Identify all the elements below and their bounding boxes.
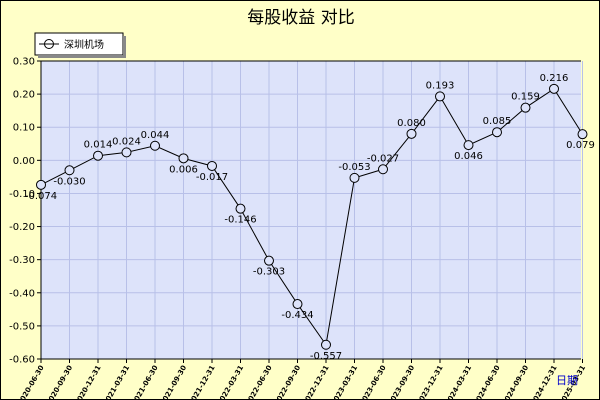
x-tick-label: 2024-06-30: [472, 364, 501, 399]
y-tick-label: -0.40: [9, 288, 35, 299]
x-tick-label: 2021-06-30: [130, 364, 159, 399]
data-label: 0.079: [566, 140, 595, 151]
x-tick-label: 2022-06-30: [244, 364, 273, 399]
data-point: [321, 339, 331, 350]
y-tick-label: 0.10: [13, 123, 35, 134]
data-point: [292, 299, 303, 310]
legend-marker: [44, 39, 54, 49]
x-tick-label: 2022-03-31: [216, 364, 245, 399]
x-tick-label: 2022-09-30: [273, 364, 302, 399]
legend: 深圳机场: [34, 32, 126, 58]
x-tick-label: 2023-12-31: [415, 364, 444, 399]
data-point: [435, 91, 445, 102]
data-point: [349, 172, 360, 183]
x-tick-label: 2022-12-31: [301, 364, 330, 399]
y-tick-label: -0.60: [9, 355, 35, 366]
x-tick-label: 2024-03-31: [444, 364, 473, 399]
data-point: [492, 127, 502, 138]
y-tick-label: -0.10: [9, 189, 35, 200]
data-label: 0.014: [84, 140, 113, 151]
data-label: 0.085: [483, 116, 512, 127]
y-tick-label: 0.30: [13, 57, 35, 68]
series-layer: [36, 83, 588, 350]
y-tick-label: -0.30: [9, 255, 35, 266]
data-point: [178, 153, 189, 164]
data-label: -0.557: [310, 351, 342, 362]
data-point: [406, 128, 417, 139]
legend-label: 深圳机场: [64, 38, 104, 51]
x-axis-label: 日期: [556, 374, 578, 387]
x-tick-label: 2023-06-30: [358, 364, 387, 399]
x-tick-label: 2024-09-30: [501, 364, 530, 399]
data-point: [93, 150, 103, 161]
legend-shadow-bottom: [38, 55, 126, 58]
data-point: [463, 140, 474, 151]
data-point: [235, 203, 246, 214]
y-tick-label: -0.50: [9, 321, 35, 332]
x-tick-label: 2020-12-31: [73, 364, 102, 399]
data-label: -0.027: [367, 153, 399, 164]
data-label: 0.216: [540, 73, 569, 84]
data-point: [64, 165, 75, 176]
data-label: -0.146: [224, 215, 256, 226]
data-label: 0.046: [454, 151, 483, 162]
x-tick-label: 2020-09-30: [45, 364, 74, 399]
data-point: [549, 83, 559, 94]
data-point: [121, 147, 132, 158]
data-label: 0.193: [426, 80, 455, 91]
data-point: [378, 164, 388, 175]
data-label: -0.053: [338, 162, 370, 173]
x-tick-label: 2021-03-31: [102, 364, 131, 399]
legend-shadow: [123, 36, 126, 58]
data-point: [264, 255, 274, 266]
data-point: [150, 140, 160, 151]
data-label: -0.074: [25, 191, 57, 202]
data-point: [207, 160, 217, 171]
y-tick-label: 0.20: [13, 90, 35, 101]
axes: [37, 60, 583, 363]
data-label: -0.017: [196, 172, 228, 183]
data-label: 0.006: [169, 164, 198, 175]
data-point: [577, 129, 588, 140]
data-label: -0.303: [253, 267, 285, 278]
y-tick-label: -0.20: [9, 222, 35, 233]
plot-area: [41, 61, 581, 359]
x-tick-label: 2023-09-30: [387, 364, 416, 399]
data-label: 0.024: [112, 136, 141, 147]
data-point: [36, 179, 46, 190]
data-label: -0.030: [53, 176, 85, 187]
x-tick-label: 2023-03-31: [330, 364, 359, 399]
data-label: -0.434: [281, 310, 313, 321]
data-label: 0.159: [511, 92, 540, 103]
x-tick-label: 2024-12-31: [529, 364, 558, 399]
x-tick-label: 2021-09-30: [159, 364, 188, 399]
data-label: 0.080: [397, 118, 426, 129]
data-point: [520, 102, 531, 113]
y-tick-label: 0.00: [13, 156, 35, 167]
chart-title: 每股收益 对比: [247, 8, 354, 28]
x-tick-label: 2020-06-30: [16, 364, 45, 399]
data-label: 0.044: [141, 130, 170, 141]
x-tick-label: 2021-12-31: [187, 364, 216, 399]
